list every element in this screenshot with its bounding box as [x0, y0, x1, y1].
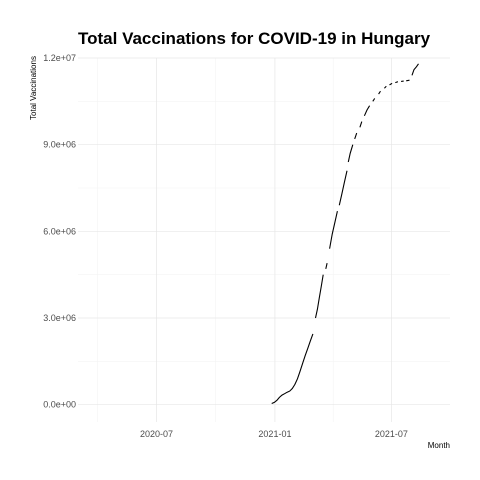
series-line-segment	[395, 81, 399, 84]
x-tick-label: 2020-07	[140, 429, 173, 439]
series-line-segment	[354, 132, 358, 140]
y-tick-label: 6.0e+06	[43, 226, 76, 236]
y-axis-label: Total Vaccinations	[29, 56, 38, 120]
major-gridlines	[78, 57, 450, 422]
series-line-segment	[406, 79, 410, 82]
x-tick-label: 2021-07	[375, 429, 408, 439]
data-series	[271, 63, 419, 405]
series-line-segment	[411, 63, 419, 76]
y-tick-label: 1.2e+07	[43, 53, 76, 63]
series-line-segment	[329, 210, 338, 249]
series-line-segment	[314, 274, 324, 319]
minor-gridlines	[78, 58, 450, 422]
series-line-segment	[338, 170, 348, 206]
chart-title: Total Vaccinations for COVID-19 in Hunga…	[78, 29, 431, 48]
x-tick-label: 2021-01	[258, 429, 291, 439]
series-line-segment	[325, 262, 328, 270]
x-axis-ticks: 2020-07 2021-01 2021-07	[140, 429, 408, 439]
series-line-segment	[389, 82, 393, 86]
series-line-segment	[359, 121, 363, 128]
y-axis-ticks: 0.0e+00 3.0e+06 6.0e+06 9.0e+06 1.2e+07	[43, 53, 76, 410]
x-axis-label: Month	[428, 441, 450, 450]
y-tick-label: 9.0e+06	[43, 140, 76, 150]
series-line-segment	[384, 85, 387, 89]
y-tick-label: 0.0e+00	[43, 400, 76, 410]
series-line-segment	[378, 90, 381, 95]
series-line-segment	[363, 105, 371, 117]
series-line-segment	[271, 333, 314, 405]
series-line-segment	[372, 98, 376, 102]
y-tick-label: 3.0e+06	[43, 313, 76, 323]
series-line-segment	[347, 144, 354, 163]
